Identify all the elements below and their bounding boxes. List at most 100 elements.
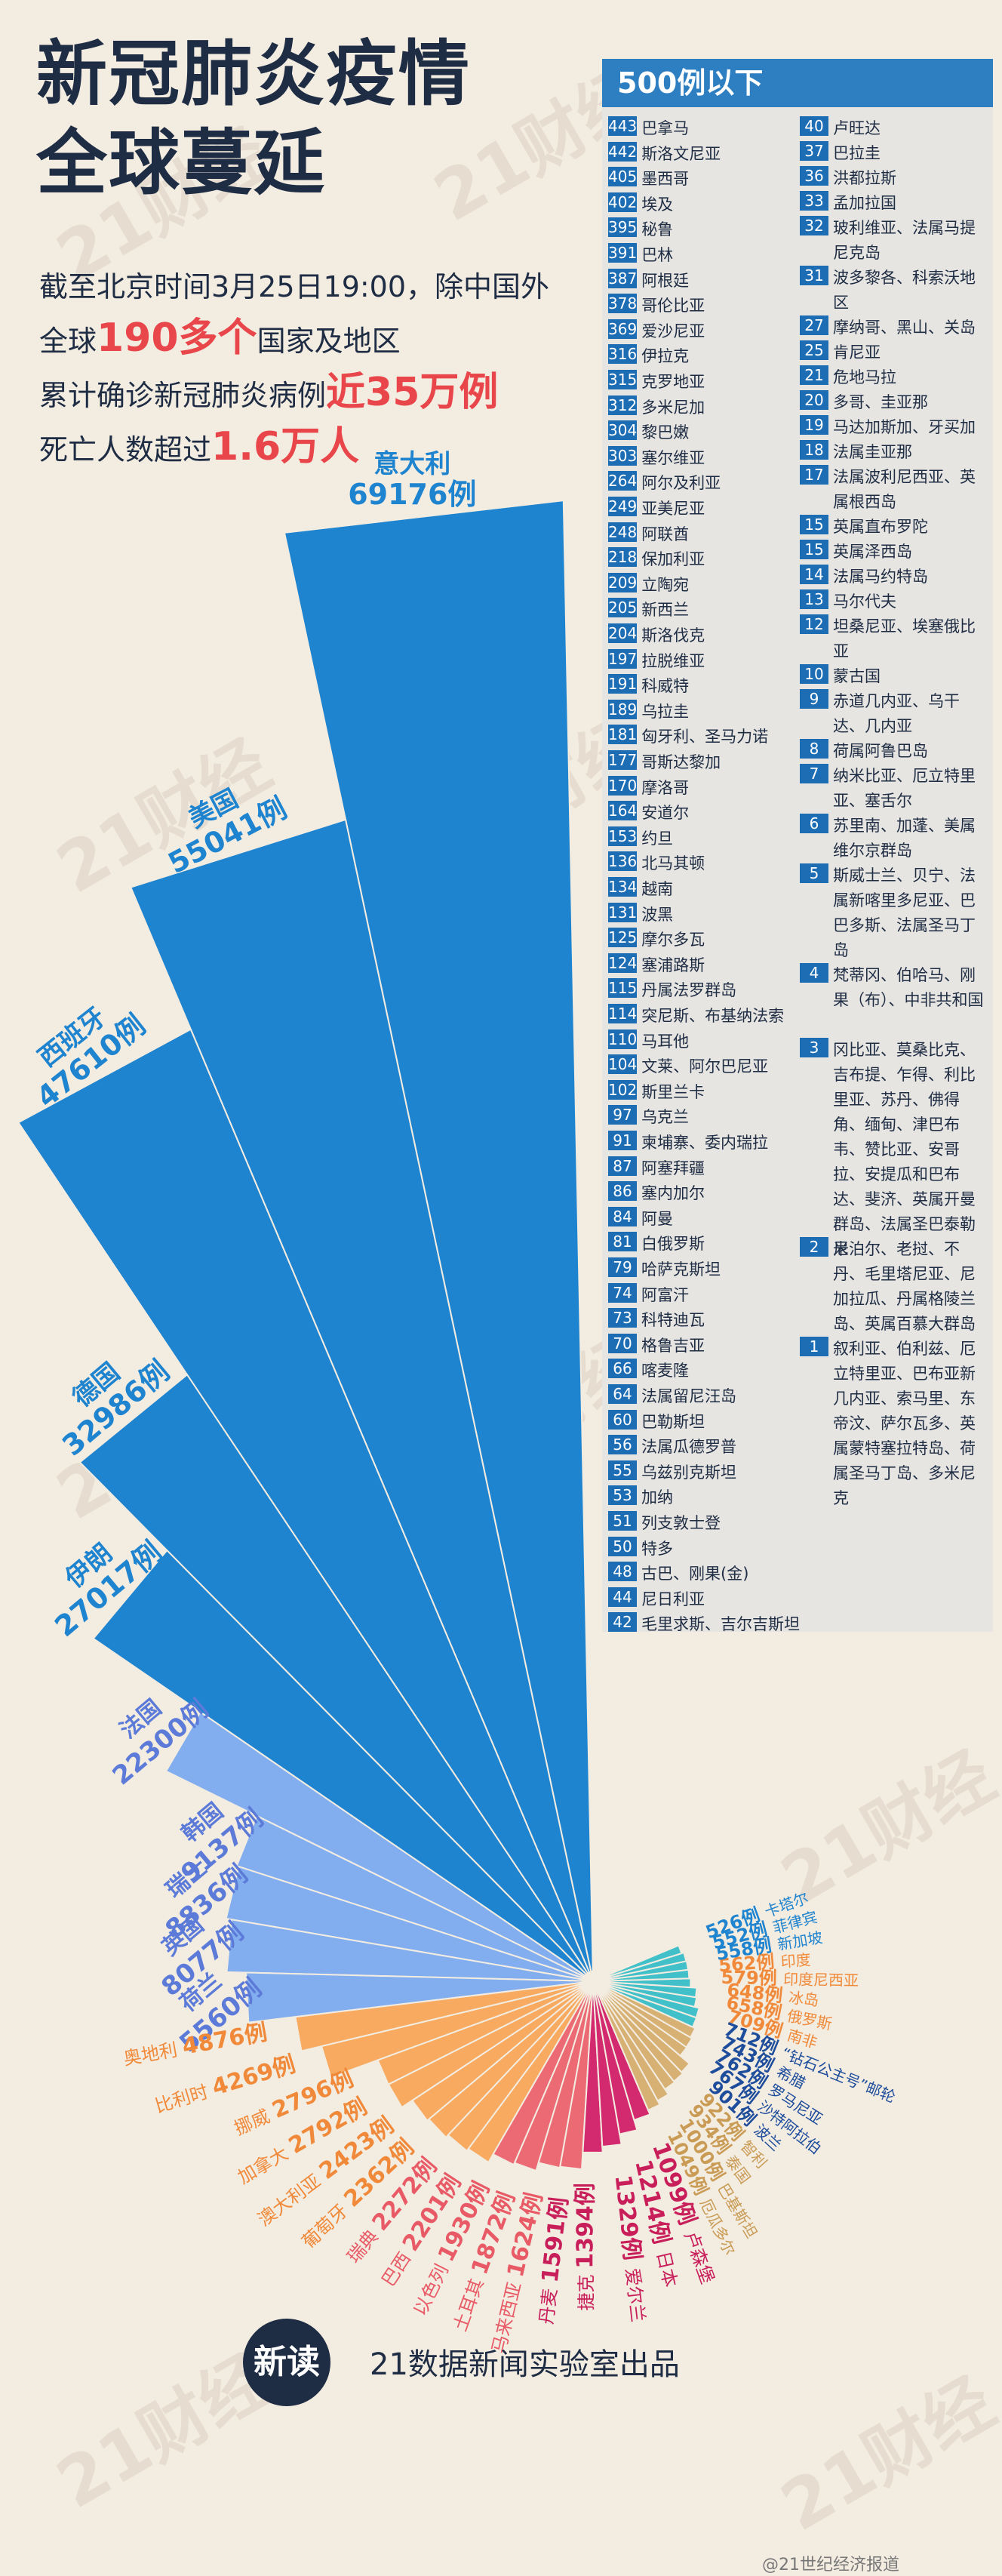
intro-summary: 截至北京时间3月25日19:00，除中国外 全球190多个国家及地区 累计确诊新… xyxy=(39,261,549,475)
count-badge: 197 xyxy=(608,648,638,669)
panel-row: 387 阿根廷 xyxy=(608,268,800,294)
country-names: 蒙古国 xyxy=(833,667,881,685)
panel-row: 91 柬埔寨、委内瑞拉 xyxy=(608,1131,800,1156)
panel-row: 84 阿曼 xyxy=(608,1206,800,1232)
panel-row: 19 马达加斯加、牙买加 xyxy=(800,415,988,440)
count-badge: 36 xyxy=(800,166,828,186)
count-badge: 153 xyxy=(608,826,638,846)
country-names: 塞浦路斯 xyxy=(641,956,705,974)
count-badge: 7 xyxy=(800,764,828,783)
count-badge: 115 xyxy=(608,978,638,999)
intro-highlight: 近35万例 xyxy=(326,370,499,415)
value-label: 562例 xyxy=(718,1950,781,1976)
count-badge: 37 xyxy=(800,141,828,161)
country-names: 法属圭亚那 xyxy=(833,443,912,461)
country-names: 阿根廷 xyxy=(641,271,690,290)
country-names: 英属直布罗陀 xyxy=(833,518,928,536)
panel-row: 249 亚美尼亚 xyxy=(608,497,800,522)
panel-row: 5 斯威士兰、贝宁、法属新喀里多尼亚、巴巴多斯、法属圣马丁岛 xyxy=(800,863,988,963)
country-names: 科威特 xyxy=(641,677,690,696)
panel-row: 17 法属波利尼西亚、英属根西岛 xyxy=(800,465,988,515)
panel-row: 21 危地马拉 xyxy=(800,365,988,390)
country-names: 巴拿马 xyxy=(641,119,690,137)
intro-line: 死亡人数超过1.6万人 xyxy=(39,421,549,475)
count-badge: 5 xyxy=(800,863,828,883)
country-names: 斯洛文尼亚 xyxy=(641,144,721,163)
panel-row: 81 白俄罗斯 xyxy=(608,1232,800,1257)
country-names: 巴勒斯坦 xyxy=(641,1412,705,1431)
panel-row: 189 乌拉圭 xyxy=(608,699,800,725)
panel-row: 248 阿联酋 xyxy=(608,522,800,547)
country-names: 阿塞拜疆 xyxy=(641,1159,705,1177)
panel-row: 53 加纳 xyxy=(608,1485,800,1510)
country-names: 赤道几内亚、乌干达、几内亚 xyxy=(833,692,960,735)
value-and-category-label: 579例 印度尼西亚 xyxy=(721,1967,859,1990)
count-badge: 312 xyxy=(608,395,638,415)
country-names: 卢旺达 xyxy=(833,119,881,137)
country-names: 摩洛哥 xyxy=(641,778,690,797)
panel-row: 131 波黑 xyxy=(608,902,800,928)
country-names: 毛里求斯、吉尔吉斯坦 xyxy=(641,1615,800,1634)
count-badge: 181 xyxy=(608,725,638,745)
count-badge: 55 xyxy=(608,1460,637,1480)
count-badge: 51 xyxy=(608,1511,637,1531)
country-names: 柬埔寨、委内瑞拉 xyxy=(641,1134,768,1152)
count-badge: 32 xyxy=(800,216,828,235)
count-badge: 70 xyxy=(608,1333,637,1353)
count-badge: 104 xyxy=(608,1054,638,1075)
count-badge: 2 xyxy=(800,1237,828,1257)
count-badge: 405 xyxy=(608,167,638,187)
count-badge: 249 xyxy=(608,497,638,516)
count-badge: 73 xyxy=(608,1308,637,1328)
country-names: 北马其顿 xyxy=(641,854,705,873)
panel-row: 1 叙利亚、伯利兹、厄立特里亚、巴布亚新几内亚、索马里、东帝汶、萨尔瓦多、英属蒙特… xyxy=(800,1337,988,1511)
panel-row: 304 黎巴嫩 xyxy=(608,420,800,445)
country-names: 伊拉克 xyxy=(641,347,690,366)
count-badge: 33 xyxy=(800,191,828,211)
count-badge: 8 xyxy=(800,739,828,759)
panel-row: 9 赤道几内亚、乌干达、几内亚 xyxy=(800,689,988,739)
logo-icon: 新读 xyxy=(243,2319,330,2406)
count-badge: 170 xyxy=(608,775,638,796)
count-badge: 12 xyxy=(800,614,828,634)
country-names: 斯威士兰、贝宁、法属新喀里多尼亚、巴巴多斯、法属圣马丁岛 xyxy=(833,866,976,959)
category-label: 意大利 xyxy=(373,449,450,479)
count-badge: 91 xyxy=(608,1131,637,1150)
panel-row: 18 法属圭亚那 xyxy=(800,440,988,465)
panel-row: 177 哥斯达黎加 xyxy=(608,750,800,775)
panel-row: 27 摩纳哥、黑山、关岛 xyxy=(800,315,988,340)
panel-row: 7 纳米比亚、厄立特里亚、塞舌尔 xyxy=(800,764,988,814)
panel-row: 50 特多 xyxy=(608,1536,800,1562)
bar-label-group: 562例 印度 xyxy=(718,1950,811,1976)
country-names: 洪都拉斯 xyxy=(833,169,896,187)
panel-row: 3 冈比亚、莫桑比克、吉布提、乍得、利比里亚、苏丹、佛得角、缅甸、津巴布韦、赞比亚… xyxy=(800,1038,988,1262)
count-badge: 81 xyxy=(608,1232,637,1252)
count-badge: 19 xyxy=(800,415,828,435)
country-names: 法属瓜德罗普 xyxy=(641,1438,736,1457)
panel-row: 97 乌克兰 xyxy=(608,1105,800,1130)
panel-row: 66 喀麦隆 xyxy=(608,1359,800,1383)
intro-text: 国家及地区 xyxy=(257,325,401,358)
panel-row: 14 法属马约特岛 xyxy=(800,565,988,589)
country-names: 马尔代夫 xyxy=(833,592,896,611)
count-badge: 6 xyxy=(800,814,828,833)
country-names: 丹属法罗群岛 xyxy=(641,981,737,1000)
panel-row: 205 新西兰 xyxy=(608,598,800,623)
category-label: 葡萄牙 xyxy=(298,2196,356,2253)
country-names: 文莱、阿尔巴尼亚 xyxy=(641,1057,769,1076)
country-names: 匈牙利、圣马力诺 xyxy=(641,728,769,746)
count-badge: 442 xyxy=(608,141,638,162)
category-label: 冰岛 xyxy=(788,1988,819,2009)
country-names: 秘鲁 xyxy=(641,220,674,239)
count-badge: 125 xyxy=(608,928,638,948)
country-names: 埃及 xyxy=(641,195,674,214)
panel-row: 181 匈牙利、圣马力诺 xyxy=(608,725,800,749)
country-names: 肯尼亚 xyxy=(833,343,881,362)
intro-line: 累计确诊新冠肺炎病例近35万例 xyxy=(39,367,549,421)
panel-row: 70 格鲁吉亚 xyxy=(608,1333,800,1359)
country-names: 多米尼加 xyxy=(641,398,705,417)
country-names: 拉脱维亚 xyxy=(641,651,705,670)
panel-row: 20 多哥、圭亚那 xyxy=(800,390,988,415)
panel-row: 60 巴勒斯坦 xyxy=(608,1409,800,1435)
panel-row: 395 秘鲁 xyxy=(608,217,800,242)
